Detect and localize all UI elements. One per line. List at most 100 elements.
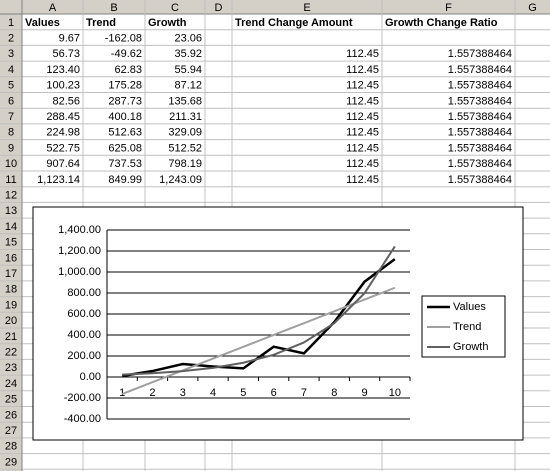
y-tick-label: 1,200.00 bbox=[58, 245, 101, 257]
cell: 1.557388464 bbox=[448, 95, 512, 107]
x-tick-label: 1 bbox=[119, 387, 125, 399]
cell: 737.53 bbox=[108, 158, 142, 170]
cell: 211.31 bbox=[169, 111, 202, 123]
header-cell: Growth Change Ratio bbox=[385, 17, 498, 29]
cell: 1.557388464 bbox=[448, 174, 512, 186]
legend-label: Values bbox=[453, 301, 486, 313]
row-number: 18 bbox=[5, 284, 17, 296]
header-cell: Trend Change Amount bbox=[235, 17, 353, 29]
cell: 112.45 bbox=[346, 174, 379, 186]
cell: 82.56 bbox=[52, 95, 80, 107]
y-tick-label: -200.00 bbox=[64, 392, 101, 404]
cell: 123.40 bbox=[46, 64, 80, 76]
cell: 522.75 bbox=[46, 142, 80, 154]
row-number: 15 bbox=[5, 237, 17, 249]
header-cell: Values bbox=[25, 17, 60, 29]
cell: 329.09 bbox=[168, 127, 202, 139]
cell: 1,243.09 bbox=[159, 174, 202, 186]
row-number: 13 bbox=[5, 205, 17, 217]
cell: 9.67 bbox=[59, 32, 80, 44]
series-line bbox=[122, 245, 396, 376]
column-letter: A bbox=[49, 2, 57, 14]
row-number: 14 bbox=[5, 221, 17, 233]
y-tick-label: 1,000.00 bbox=[58, 266, 101, 278]
column-letter: G bbox=[528, 2, 537, 14]
y-tick-label: 200.00 bbox=[67, 350, 101, 362]
cell: 1.557388464 bbox=[448, 158, 512, 170]
row-number: 25 bbox=[5, 394, 17, 406]
cell: 135.68 bbox=[168, 95, 202, 107]
y-tick-label: 0.00 bbox=[80, 371, 101, 383]
row-number: 19 bbox=[5, 299, 17, 311]
cell: 112.45 bbox=[346, 80, 379, 92]
column-letter: F bbox=[445, 2, 452, 14]
row-number: 12 bbox=[5, 189, 17, 201]
cell: 1.557388464 bbox=[448, 127, 512, 139]
row-number: 21 bbox=[5, 331, 17, 343]
row-number: 2 bbox=[8, 32, 14, 44]
row-header-bar bbox=[0, 0, 22, 471]
row-number: 1 bbox=[8, 17, 14, 29]
cell: 1.557388464 bbox=[448, 80, 512, 92]
x-tick-label: 8 bbox=[331, 387, 337, 399]
row-number: 24 bbox=[5, 378, 17, 390]
row-number: 29 bbox=[5, 456, 17, 468]
row-number: 6 bbox=[8, 95, 14, 107]
cell: 1,123.14 bbox=[37, 174, 80, 186]
y-tick-label: 800.00 bbox=[67, 287, 101, 299]
cell: 87.12 bbox=[174, 80, 202, 92]
cell: 56.73 bbox=[52, 48, 80, 60]
cell: 907.64 bbox=[46, 158, 80, 170]
row-number: 11 bbox=[5, 174, 16, 186]
chart: -400.00 -200.00 0.00 200.00 400.00 600.00 800.… bbox=[32, 206, 524, 441]
row-number: 16 bbox=[5, 252, 17, 264]
cell: 224.98 bbox=[46, 127, 80, 139]
x-tick-label: 6 bbox=[271, 387, 277, 399]
row-number: 20 bbox=[5, 315, 17, 327]
legend-label: Growth bbox=[453, 341, 488, 353]
row-number: 9 bbox=[8, 142, 14, 154]
column-letter: D bbox=[215, 2, 223, 14]
series-line bbox=[121, 258, 396, 378]
x-tick-label: 3 bbox=[180, 387, 186, 399]
cell: 1.557388464 bbox=[448, 111, 512, 123]
x-tick-label: 10 bbox=[389, 387, 401, 399]
cell: 1.557388464 bbox=[448, 48, 512, 60]
y-tick-label: 400.00 bbox=[67, 329, 101, 341]
cell: 112.45 bbox=[346, 142, 379, 154]
series-line bbox=[121, 286, 396, 395]
cell: 112.45 bbox=[346, 48, 379, 60]
x-tick-label: 7 bbox=[301, 387, 307, 399]
row-number: 22 bbox=[5, 346, 17, 358]
x-tick-label: 4 bbox=[210, 387, 216, 399]
y-tick-label: -400.00 bbox=[64, 413, 101, 425]
x-tick-label: 5 bbox=[240, 387, 246, 399]
cell: 288.45 bbox=[46, 111, 80, 123]
cell: 35.92 bbox=[174, 48, 202, 60]
row-number: 27 bbox=[5, 425, 17, 437]
cell: 175.28 bbox=[108, 80, 142, 92]
cell: 112.45 bbox=[346, 64, 379, 76]
header-cell: Trend bbox=[86, 17, 116, 29]
cell: 62.83 bbox=[114, 64, 142, 76]
cell: 1.557388464 bbox=[448, 142, 512, 154]
column-header-bar bbox=[0, 0, 550, 14]
cell: 287.73 bbox=[108, 95, 142, 107]
row-number: 17 bbox=[5, 268, 17, 280]
row-number: 26 bbox=[5, 409, 17, 421]
cell: -162.08 bbox=[105, 32, 142, 44]
x-tick-label: 2 bbox=[149, 387, 155, 399]
cell: 112.45 bbox=[346, 111, 379, 123]
cell: 849.99 bbox=[108, 174, 142, 186]
cell: 512.63 bbox=[108, 127, 142, 139]
cell: 55.94 bbox=[174, 64, 202, 76]
column-letter: C bbox=[171, 2, 179, 14]
cell: 512.52 bbox=[168, 142, 202, 154]
cell: 112.45 bbox=[346, 127, 379, 139]
cell: 100.23 bbox=[46, 80, 80, 92]
cell: -49.62 bbox=[111, 48, 142, 60]
row-number: 7 bbox=[8, 111, 14, 123]
row-number: 28 bbox=[5, 441, 17, 453]
y-tick-label: 1,400.00 bbox=[58, 224, 101, 236]
